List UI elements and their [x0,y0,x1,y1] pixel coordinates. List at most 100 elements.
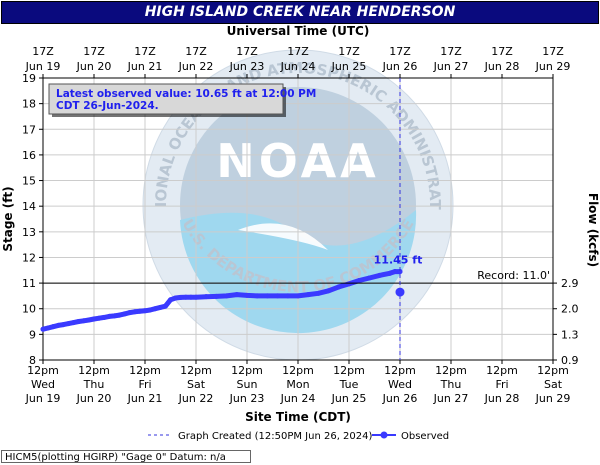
observed-point [157,304,163,310]
observed-point [40,326,46,332]
left-tick-label: 12 [22,251,36,264]
bottom-tick-day: Fri [138,378,151,391]
observed-point [96,315,102,321]
observed-point [356,278,362,284]
observed-point [188,294,194,300]
peak-value-label: 11.45 ft [374,254,423,267]
top-tick-time: 17Z [389,45,411,58]
left-tick-label: 11 [22,277,36,290]
bottom-tick-time: 12pm [282,364,314,377]
observed-point [193,294,199,300]
left-tick-label: 15 [22,175,36,188]
top-tick-time: 17Z [491,45,513,58]
observed-point [336,284,342,290]
left-tick-label: 18 [22,98,36,111]
annotations: Record: 11.0' 11.45 ft Latest observed val… [43,78,553,360]
bottom-tick-day: Wed [31,378,55,391]
observed-point [224,293,230,299]
bottom-tick-time: 12pm [27,364,59,377]
top-tick-date: Jun 28 [484,60,520,73]
top-tick-time: 17Z [134,45,156,58]
observed-point [101,314,107,320]
observed-point [66,321,71,327]
bottom-tick-date: Jun 23 [229,392,265,405]
top-tick-date: Jun 24 [280,60,316,73]
observed-point [55,322,61,328]
observed-point [45,325,51,331]
annotation-line-2: CDT 26-Jun-2024. [56,100,159,112]
bottom-tick-date: Jun 22 [178,392,214,405]
observed-point [173,295,179,301]
bottom-tick-date: Jun 21 [127,392,163,405]
bottom-tick-day: Fri [495,378,508,391]
bottom-tick-time: 12pm [384,364,416,377]
bottom-tick-day: Sat [544,378,563,391]
y-axis-label-left: Stage (ft) [1,186,15,251]
observed-point [285,293,291,299]
title-bar: HIGH ISLAND CREEK NEAR HENDERSON [1,1,599,24]
top-tick-date: Jun 21 [127,60,163,73]
top-tick-time: 17Z [236,45,258,58]
observed-point [264,293,270,299]
bottom-tick-date: Jun 25 [331,392,367,405]
right-tick-label: 2.9 [561,277,579,290]
top-tick-time: 17Z [440,45,462,58]
right-tick-label: 0.9 [561,354,579,367]
bottom-tick-time: 12pm [78,364,110,377]
right-tick-label: 2.0 [561,303,579,316]
observed-point [162,303,168,309]
observed-point [117,312,122,318]
observed-point [366,275,372,281]
observed-point [86,317,92,323]
bottom-tick-day: Tue [339,378,359,391]
left-tick-label: 14 [22,200,36,213]
top-tick-date: Jun 26 [382,60,418,73]
observed-point [397,269,403,275]
observed-point [213,293,219,299]
top-tick-time: 17Z [83,45,105,58]
legend-graph-created-label: Graph Created (12:50PM Jun 26, 2024) [178,431,372,442]
bottom-tick-time: 12pm [180,364,212,377]
observed-point [147,307,153,313]
observed-point [168,297,173,303]
y-axis-label-right: Flow (kcfs) [586,193,600,267]
observed-point [377,272,383,278]
bottom-tick-day: Wed [388,378,412,391]
top-tick-date: Jun 22 [178,60,214,73]
logo-gull [238,223,328,250]
bottom-tick-day: Thu [440,378,462,391]
observed-point [326,288,332,294]
observed-point [295,293,301,299]
observed-point [203,294,209,300]
annotation-line-1: Latest observed value: 10.65 ft at 12:00… [56,88,316,100]
top-tick-date: Jun 29 [535,60,571,73]
top-tick-date: Jun 19 [25,60,61,73]
observed-point [254,293,260,299]
observed-point [71,320,77,326]
left-tick-label: 13 [22,226,36,239]
right-tick-label: 1.3 [561,328,579,341]
top-tick-date: Jun 20 [76,60,112,73]
bottom-tick-time: 12pm [486,364,518,377]
observed-point [91,316,97,322]
observed-point [152,306,158,312]
observed-point [137,308,143,314]
series-layer [40,269,403,332]
bottom-tick-time: 12pm [537,364,569,377]
left-tick-label: 19 [22,72,36,85]
observed-point [81,318,87,324]
bottom-tick-date: Jun 26 [382,392,418,405]
observed-point [315,290,321,296]
bottom-tick-day: Sun [237,378,258,391]
top-axis-label: Universal Time (UTC) [227,24,370,38]
top-tick-time: 17Z [32,45,54,58]
record-label: Record: 11.0' [477,269,550,282]
observed-point [50,324,56,330]
observed-point [142,308,148,314]
bottom-tick-day: Sat [187,378,206,391]
observed-point [305,292,311,298]
noaa-watermark-logo: NOAANATIONAL OCEANIC AND ATMOSPHERIC ADM… [0,0,454,361]
bottom-tick-time: 12pm [435,364,467,377]
observed-point [127,310,133,316]
left-tick-label: 9 [29,328,36,341]
